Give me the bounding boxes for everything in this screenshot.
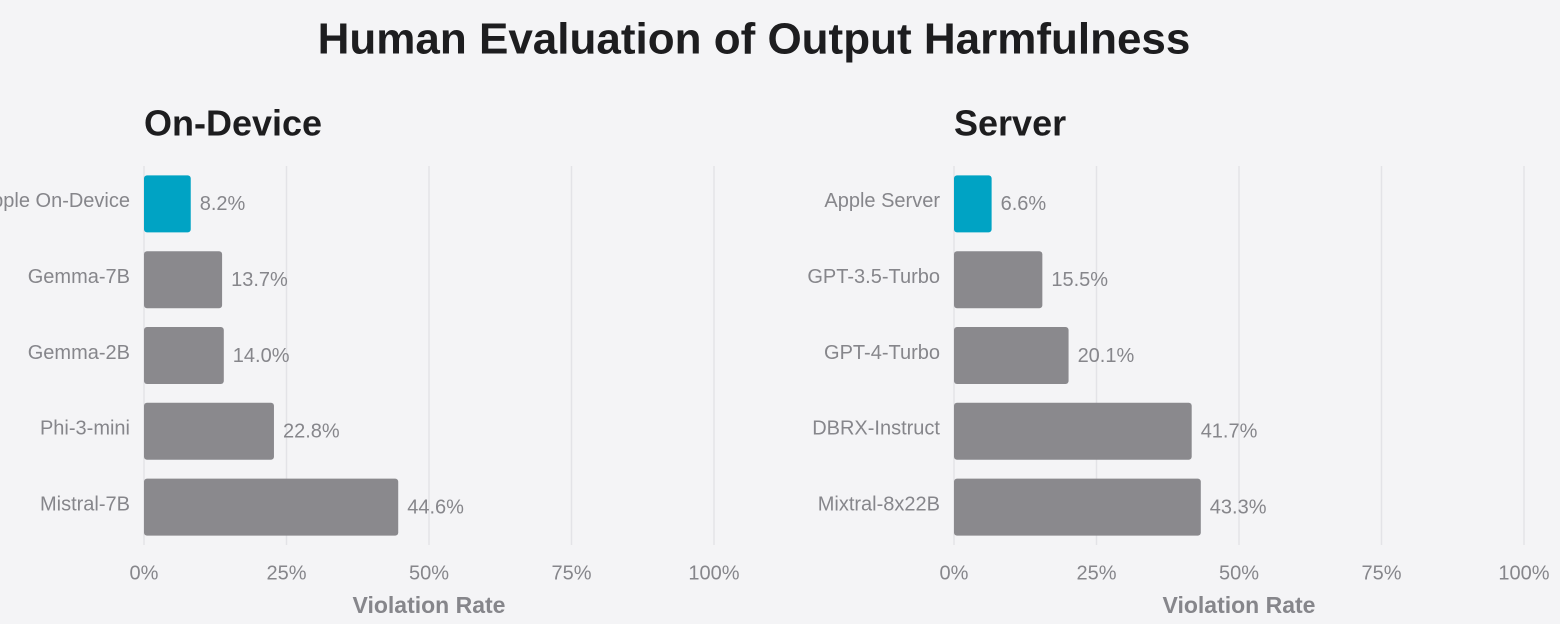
x-tick-label: 25% [1076, 562, 1116, 584]
x-tick-label: 75% [1361, 562, 1401, 584]
y-tick-label: Apple On-Device [0, 190, 130, 212]
x-axis-label: Violation Rate [353, 592, 506, 618]
bar [954, 478, 1201, 536]
bar [954, 251, 1043, 309]
y-tick-label: Mixtral-8x22B [818, 493, 940, 515]
bar [144, 175, 191, 233]
x-tick-label: 50% [1219, 562, 1259, 584]
x-tick-label: 0% [130, 562, 159, 584]
x-tick-label: 0% [940, 562, 969, 584]
y-tick-label: Phi-3-mini [40, 418, 130, 440]
value-label: 20.1% [1078, 345, 1135, 367]
y-tick-label: Gemma-7B [28, 266, 130, 288]
y-tick-label: GPT-3.5-Turbo [807, 266, 940, 288]
bar [144, 478, 399, 536]
value-label: 43.3% [1210, 496, 1267, 518]
bar [954, 327, 1069, 384]
y-tick-label: Gemma-2B [28, 342, 130, 364]
y-tick-label: Mistral-7B [40, 493, 130, 515]
figure-title: Human Evaluation of Output Harmfulness [318, 15, 1191, 64]
value-label: 13.7% [231, 269, 288, 291]
bar [954, 175, 992, 233]
value-label: 8.2% [200, 193, 246, 215]
x-tick-label: 75% [551, 562, 591, 584]
bar [144, 327, 224, 384]
y-tick-label: Apple Server [824, 190, 940, 212]
value-label: 44.6% [407, 496, 464, 518]
y-tick-label: DBRX-Instruct [812, 418, 940, 440]
value-label: 22.8% [283, 421, 340, 443]
x-tick-label: 100% [1498, 562, 1549, 584]
value-label: 41.7% [1201, 421, 1258, 443]
bar [144, 251, 223, 309]
bar [144, 402, 274, 460]
x-axis-label: Violation Rate [1163, 592, 1316, 618]
x-tick-label: 100% [688, 562, 739, 584]
chart-title: Server [954, 103, 1066, 144]
value-label: 14.0% [233, 345, 290, 367]
value-label: 15.5% [1051, 269, 1108, 291]
chart-title: On-Device [144, 103, 322, 144]
y-tick-label: GPT-4-Turbo [824, 342, 940, 364]
bar [954, 402, 1192, 460]
value-label: 6.6% [1001, 193, 1047, 215]
x-tick-label: 25% [266, 562, 306, 584]
x-tick-label: 50% [409, 562, 449, 584]
